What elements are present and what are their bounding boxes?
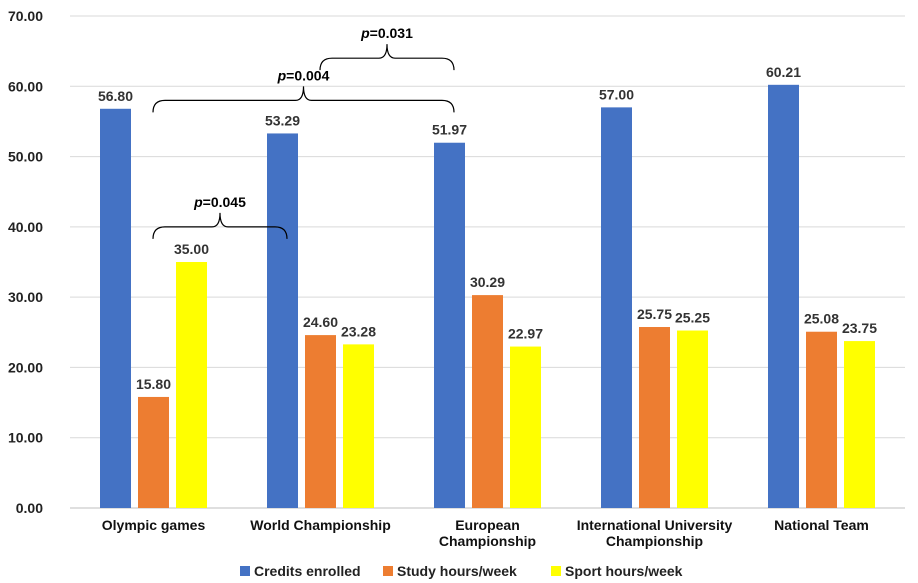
p-value-label: p=0.031: [360, 25, 413, 41]
p-value-label: p=0.045: [193, 194, 246, 210]
data-label: 35.00: [174, 241, 209, 257]
bar: [138, 396, 169, 508]
y-tick-label: 0.00: [16, 500, 43, 516]
data-labels: 56.80 53.29 51.97 57.00 60.21 15.80 24.60 30.29…: [98, 64, 877, 392]
x-axis-categories: Olympic games World Championship European C…: [102, 517, 869, 549]
category-label: Olympic games: [102, 517, 206, 533]
y-tick-label: 70.00: [8, 8, 43, 24]
data-label: 25.75: [637, 306, 672, 322]
data-label: 25.08: [804, 311, 839, 327]
data-label: 23.75: [842, 320, 877, 336]
bar: [601, 107, 632, 508]
data-label: 57.00: [599, 86, 634, 102]
category-label: World Championship: [250, 517, 391, 533]
data-label: 24.60: [303, 314, 338, 330]
data-label: 56.80: [98, 88, 133, 104]
bar: [176, 262, 207, 508]
y-tick-label: 10.00: [8, 430, 43, 446]
category-label: National Team: [774, 517, 869, 533]
bar: [472, 295, 503, 508]
legend-label: Study hours/week: [397, 563, 517, 579]
y-tick-label: 30.00: [8, 289, 43, 305]
bar: [343, 344, 374, 508]
bar: [305, 335, 336, 508]
bar: [677, 330, 708, 508]
y-tick-label: 20.00: [8, 359, 43, 375]
bar: [100, 108, 131, 508]
data-label: 53.29: [265, 112, 300, 128]
bar: [806, 331, 837, 508]
legend-label: Sport hours/week: [565, 563, 683, 579]
data-label: 60.21: [766, 64, 801, 80]
data-label: 22.97: [508, 326, 543, 342]
significance-bracket: [319, 44, 455, 71]
y-tick-label: 40.00: [8, 219, 43, 235]
category-label: European Championship: [439, 517, 536, 549]
p-value-label: p=0.004: [277, 67, 330, 83]
bar: [267, 133, 298, 508]
data-label: 51.97: [432, 122, 467, 138]
y-tick-label: 60.00: [8, 78, 43, 94]
legend-swatch: [551, 566, 561, 576]
significance-annotations: p=0.045 p=0.004 p=0.031: [152, 25, 455, 239]
data-label: 30.29: [470, 274, 505, 290]
data-label: 15.80: [136, 376, 171, 392]
data-label: 23.28: [341, 323, 376, 339]
y-axis-ticks: 0.00 10.00 20.00 30.00 40.00 50.00 60.00 70.00: [8, 8, 43, 516]
bar: [434, 142, 465, 508]
legend: Credits enrolled Study hours/week Sport ho…: [240, 563, 683, 579]
data-label: 25.25: [675, 310, 710, 326]
legend-label: Credits enrolled: [254, 563, 361, 579]
bar: [768, 84, 799, 508]
y-tick-label: 50.00: [8, 149, 43, 165]
bar: [639, 327, 670, 508]
legend-swatch: [240, 566, 250, 576]
category-label: International University Championship: [577, 517, 733, 549]
significance-bracket: [152, 212, 288, 239]
bar: [844, 341, 875, 508]
bars: [100, 84, 875, 508]
significance-bracket: [152, 86, 455, 113]
legend-swatch: [383, 566, 393, 576]
bar: [510, 346, 541, 508]
